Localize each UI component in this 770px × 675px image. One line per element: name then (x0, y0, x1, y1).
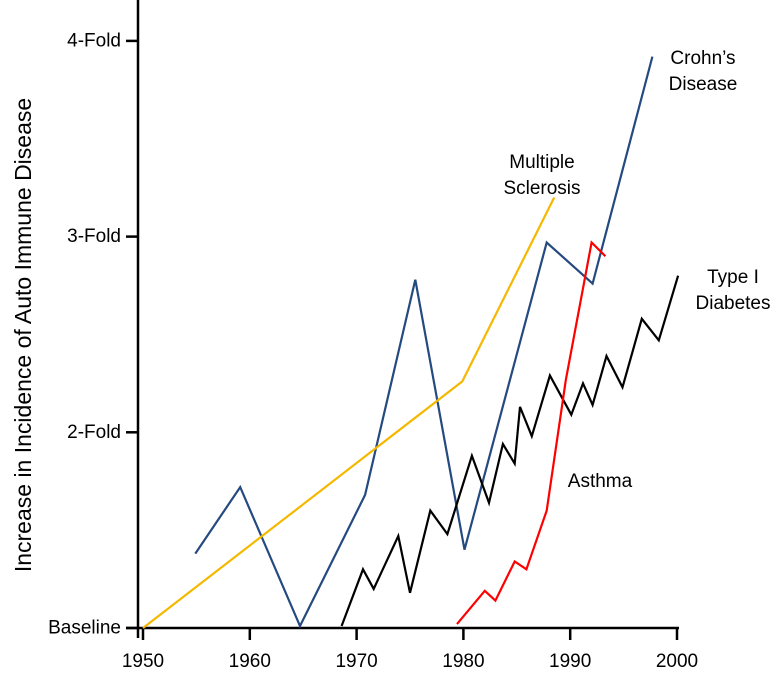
series-label-crohn-s-disease: Crohn’s Disease (669, 48, 738, 95)
series-label-multiple-sclerosis: Multiple Sclerosis (503, 152, 580, 199)
y-tick-label: Baseline (48, 618, 121, 639)
series-lines (142, 56, 680, 629)
series-label-asthma: Asthma (568, 471, 633, 492)
x-tick-label: 1960 (229, 651, 271, 672)
series-labels: Crohn’s Disease Multiple Sclerosis Type I Dia… (503, 48, 770, 492)
series-line-crohn-s-disease (194, 56, 654, 629)
series-line-multiple-sclerosis (142, 197, 556, 629)
series-label-type-i-diabetes: Type I Diabetes (696, 267, 770, 314)
y-tick-label: 2-Fold (67, 422, 121, 443)
x-tick-label: 1950 (122, 651, 164, 672)
x-tick-label: 1970 (335, 651, 377, 672)
x-tick-label: 2000 (656, 651, 698, 672)
series-label-line: Diabetes (696, 293, 770, 314)
series-label-line: Multiple (509, 152, 574, 173)
x-tick-label: 1990 (549, 651, 591, 672)
x-ticks: 1950 1960 1970 1980 1990 2000 (122, 628, 698, 672)
series-label-line: Disease (669, 74, 738, 95)
series-label-line: Crohn’s (670, 48, 735, 69)
y-tick-label: 4-Fold (67, 30, 121, 51)
x-tick-label: 1980 (442, 651, 484, 672)
series-label-line: Sclerosis (503, 178, 580, 199)
series-label-line: Asthma (568, 471, 633, 492)
series-label-line: Type I (707, 267, 759, 288)
series-line-asthma (456, 240, 607, 625)
y-ticks: Baseline 2-Fold 3-Fold 4-Fold (48, 30, 138, 639)
series-line-type-i-diabetes (340, 275, 680, 627)
y-axis-label: Increase in Incidence of Auto Immune Dis… (10, 98, 36, 572)
y-tick-label: 3-Fold (67, 226, 121, 247)
